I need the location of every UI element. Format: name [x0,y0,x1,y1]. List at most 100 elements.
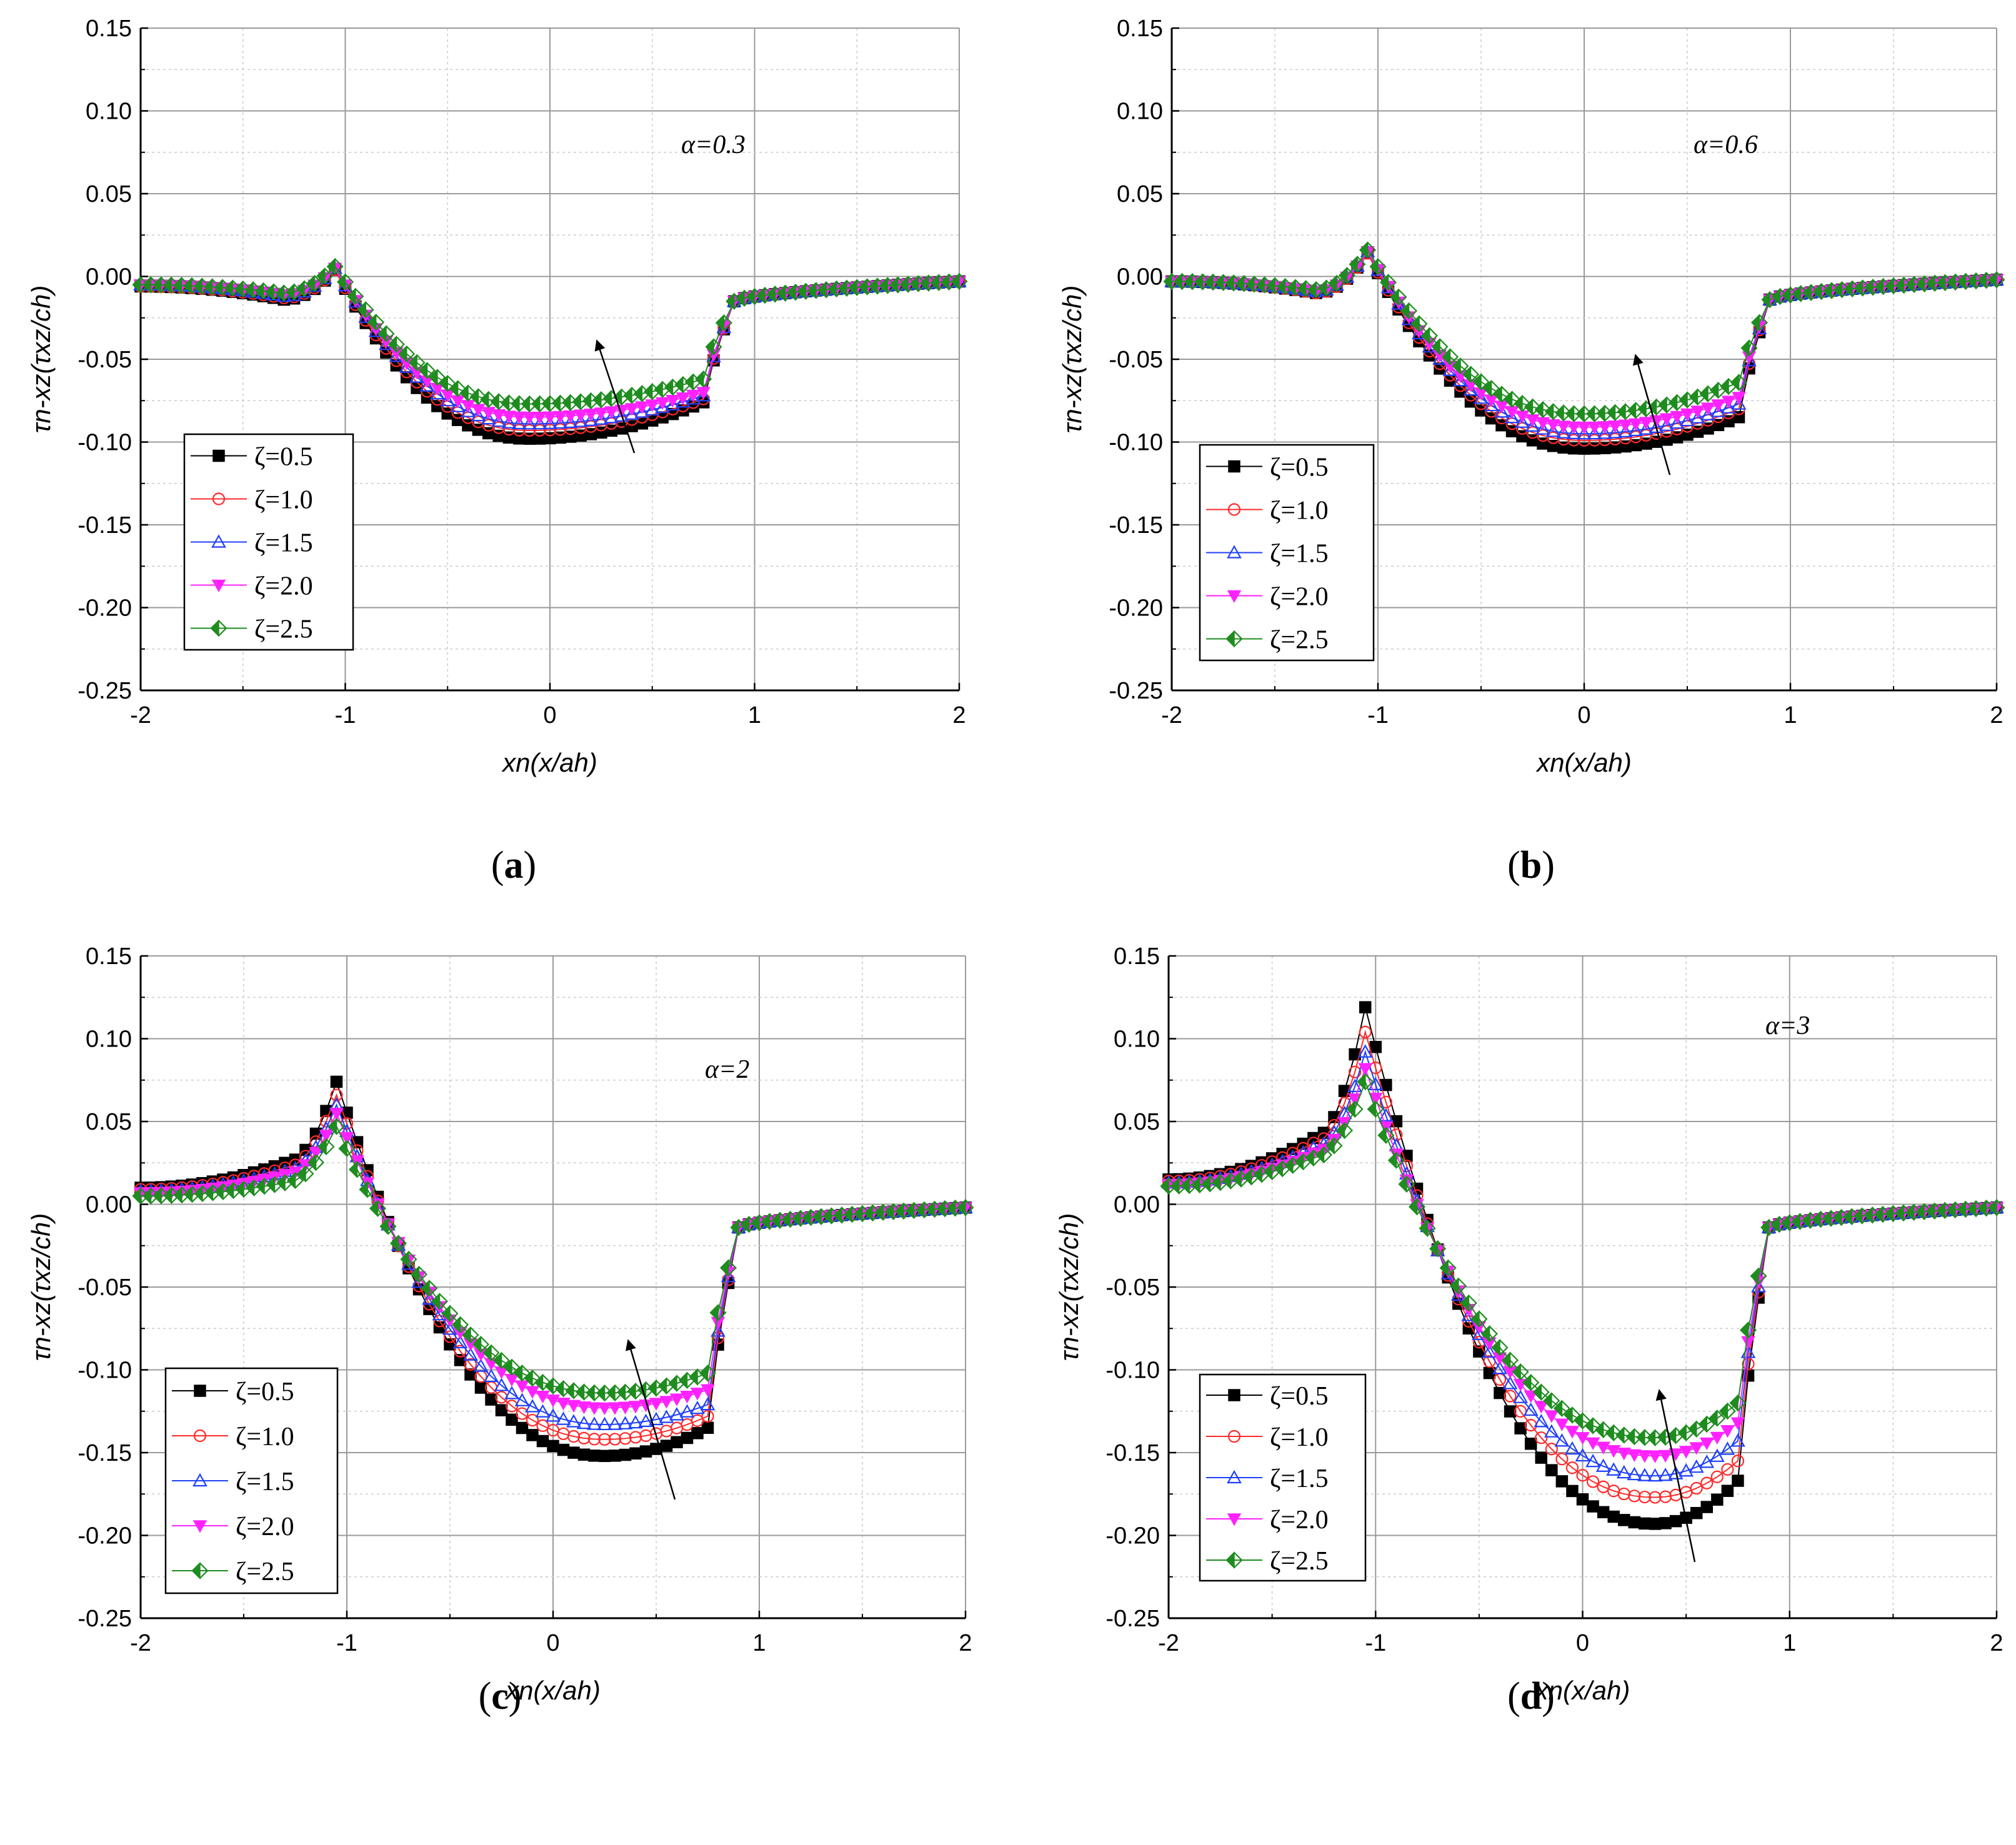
data-point [1690,1506,1703,1519]
data-point [1670,410,1684,424]
legend: ζ=0.5 ζ=1.0 ζ=1.5 ζ=2.0 ζ=2.5 [1199,444,1375,662]
data-point [957,1199,974,1216]
y-tick-label: -0.05 [1109,347,1163,373]
y-tick-label: -0.10 [77,430,132,456]
data-point [1639,417,1654,430]
data-point [1400,302,1418,320]
y-tick-label: -0.15 [1105,1440,1160,1466]
data-point [1535,1431,1548,1445]
y-tick-label: 0.00 [86,264,132,291]
data-point [481,411,496,425]
data-point [1534,401,1552,419]
data-point [1378,1108,1394,1121]
panel-label: (d) [1507,1675,1555,1718]
data-point [534,1374,552,1391]
data-point [1720,1425,1735,1438]
trend-arrow [1655,1389,1696,1563]
data-point [1586,1475,1600,1488]
x-tick-label: -2 [130,702,151,729]
x-tick-label: 0 [546,1630,559,1656]
data-point [418,362,436,379]
data-point [495,1404,508,1416]
data-point [1287,279,1304,296]
legend-marker [210,619,227,637]
y-tick-label: 0.10 [86,1027,132,1053]
data-point [463,1347,478,1361]
data-point [1338,267,1356,284]
data-point [1328,274,1345,292]
data-point [525,1399,540,1413]
data-point [597,1416,612,1431]
data-point [1419,1220,1436,1237]
data-point [421,1280,438,1297]
y-tick-label: 0.05 [86,181,132,207]
data-point [319,1115,333,1128]
data-point [1412,326,1427,340]
series-5 [132,1118,974,1402]
y-tick-label: 0.10 [1117,99,1163,125]
data-point [327,1118,346,1135]
data-point [1649,419,1664,433]
data-point [1721,395,1736,409]
data-point [512,424,526,437]
data-point [319,1130,334,1143]
data-point [1453,372,1468,387]
data-point [234,280,252,298]
data-point [1327,1118,1341,1132]
data-point [1615,1426,1633,1444]
data-point [536,1435,549,1448]
y-tick-label: 0.15 [86,16,132,42]
data-point [1585,1453,1600,1468]
data-point [1359,1025,1372,1039]
y-tick-label: -0.20 [77,1523,132,1549]
data-point [1463,382,1479,396]
data-point [1359,1001,1372,1013]
data-point [701,1410,714,1423]
data-point [1535,1451,1547,1464]
data-point [695,370,712,388]
y-tick-label: 0.15 [1117,16,1163,42]
data-point [329,1108,344,1121]
y-tick-label: -0.20 [1105,1523,1160,1549]
data-point [1616,1465,1632,1479]
legend-marker [1227,1470,1242,1484]
data-point [491,413,506,427]
data-point [1730,374,1748,391]
data-point [709,1304,727,1321]
data-point [598,1450,611,1463]
data-point [1525,418,1540,432]
data-point [307,1154,325,1171]
legend-label: ζ=1.5 [1270,540,1329,569]
data-point [400,1251,417,1268]
data-point [617,1416,633,1430]
x-tick-label: 2 [959,1630,972,1656]
y-tick-label: 0.05 [86,1109,132,1135]
data-point [1628,422,1644,437]
legend-marker [194,1385,206,1397]
legend-label: ζ=2.5 [1270,1547,1329,1576]
data-point [1617,1447,1632,1461]
data-point [1369,1040,1382,1053]
x-tick-label: 1 [752,1630,766,1656]
data-point [614,408,629,422]
data-point [1659,413,1674,426]
data-point [1699,1437,1714,1451]
alpha-annotation: α=3 [1765,1012,1810,1040]
data-point [1408,1198,1426,1216]
data-point [1545,1443,1558,1456]
legend-label: ζ=2.5 [254,615,313,644]
data-point [705,338,722,356]
data-point [583,412,599,426]
data-point [532,415,547,430]
legend-label: ζ=2.5 [1270,626,1329,655]
data-point [1596,1441,1610,1455]
data-point [526,1429,539,1441]
data-point [1535,421,1550,435]
y-tick-label: -0.15 [77,1440,132,1466]
data-point [587,1433,601,1446]
data-point [567,1446,580,1459]
data-point [1731,1455,1745,1468]
data-point [422,1291,437,1305]
data-point [512,415,527,430]
